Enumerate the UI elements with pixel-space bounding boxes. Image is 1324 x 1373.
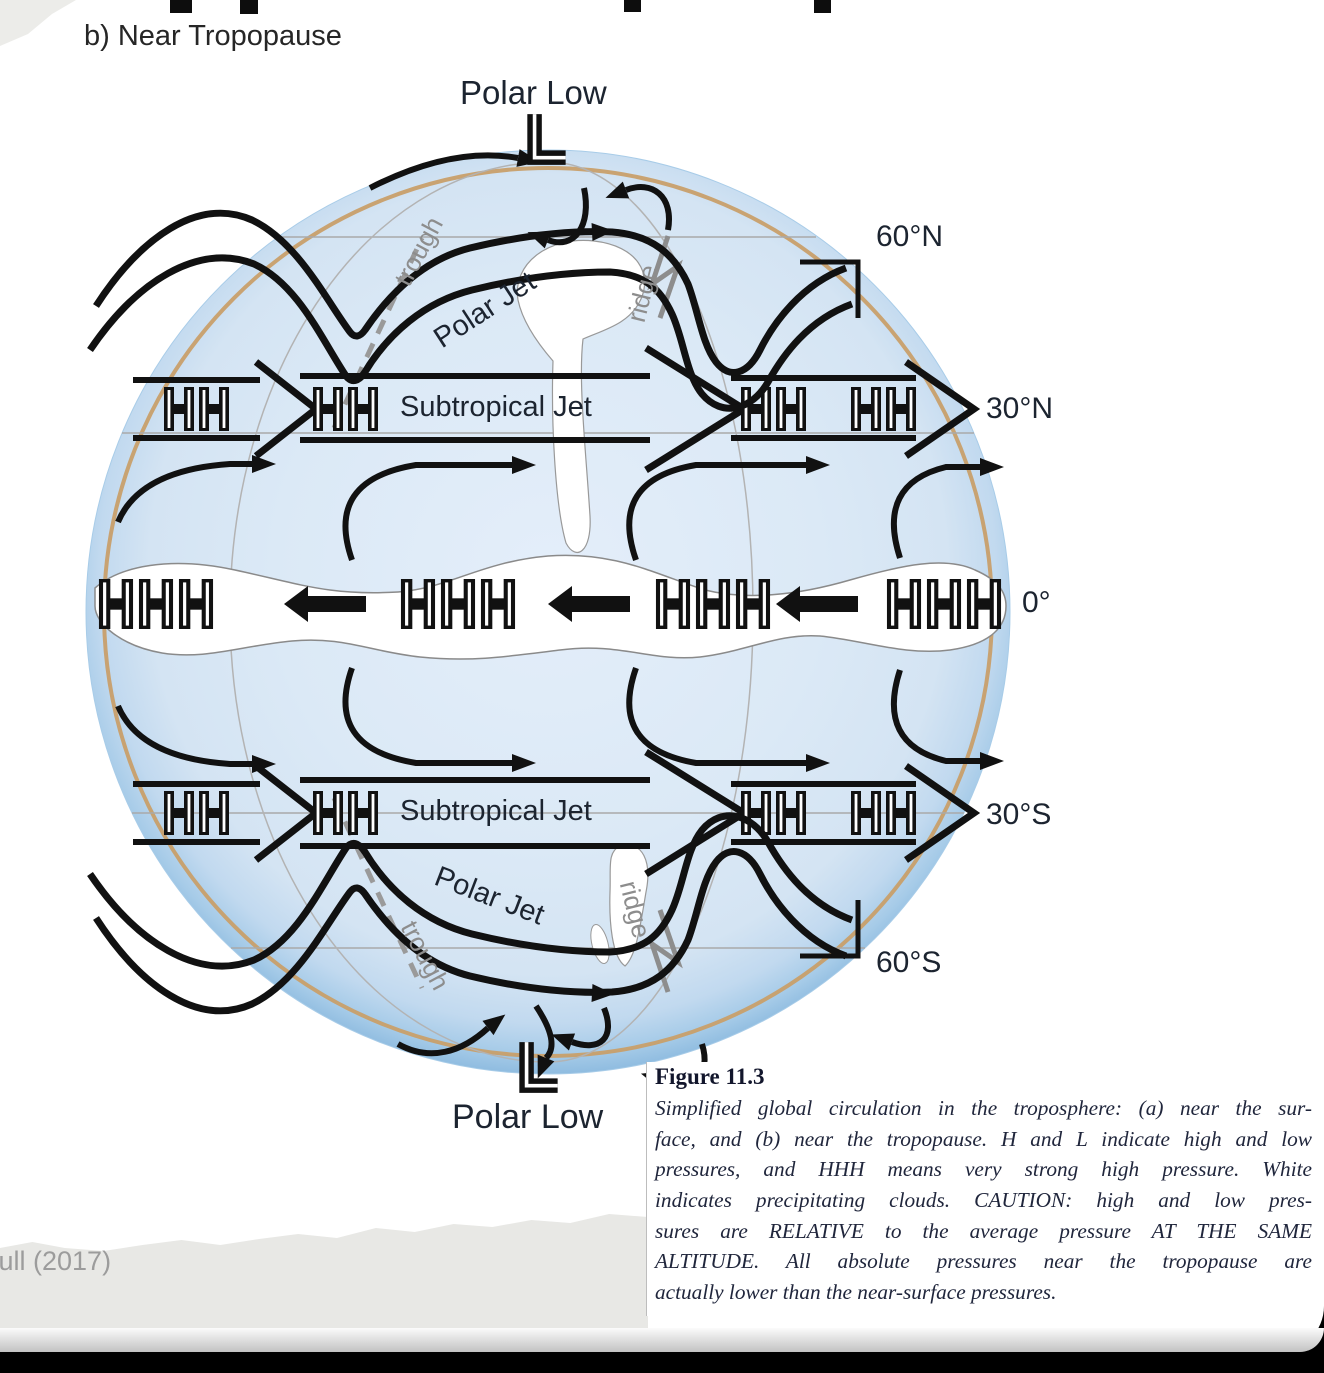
figure-caption: Figure 11.3 Simplified global circulatio… (646, 1062, 1314, 1316)
cropped-text-fragment (240, 0, 258, 14)
caption-line: actually lower than the near-surface pre… (655, 1279, 1057, 1304)
polar-low-label-north: Polar Low (460, 74, 607, 111)
caption-line: indicates precipitating clouds. CAUTION:… (655, 1187, 1312, 1212)
latitude-label-60s: 60°S (876, 946, 942, 979)
cropped-text-fragment (624, 0, 641, 12)
latitude-label-equator: 0° (1022, 586, 1051, 619)
polar-arrows-north (368, 152, 672, 246)
page-bottom-edge (0, 1328, 1324, 1352)
cropped-text-fragment (170, 0, 192, 13)
equatorial-cloud-band (94, 554, 1007, 660)
latitude-label-60n: 60°N (876, 220, 944, 253)
subtropical-jet-band-north (133, 345, 981, 473)
latitude-label-30s: 30°S (986, 798, 1052, 831)
polar-jet-stream-north (87, 209, 854, 412)
subtropical-jet-label-south: Subtropical Jet (400, 795, 592, 827)
source-credit: tull (2017) (0, 1246, 112, 1276)
figure-caption-title: Figure 11.3 (655, 1064, 765, 1089)
caption-line: Simplified global circulation in the tro… (655, 1096, 1312, 1120)
subtropical-jet-band-south (133, 749, 981, 877)
jet-arrowhead-north (591, 223, 614, 241)
latitude-corner-brackets (800, 259, 861, 959)
cropped-text-fragment (814, 0, 831, 13)
caption-line: ALTITUDE. All absolute pressures near th… (655, 1249, 1312, 1274)
hadley-cell-arrows-north (115, 461, 980, 561)
caption-line: pressures, and HHH means very strong hig… (655, 1157, 1312, 1182)
section-title: b) Near Tropopause (84, 20, 342, 52)
hadley-arrowheads-north (252, 455, 1004, 476)
jet-arrowhead-south (591, 984, 614, 1002)
polar-jet-stream-south (87, 812, 854, 1015)
hadley-cell-arrows-south (115, 667, 980, 767)
ridge-zigzag-marks (647, 235, 683, 993)
caption-line: sures are RELATIVE to the average pressu… (655, 1218, 1312, 1243)
subtropical-jet-label-north: Subtropical Jet (400, 391, 592, 423)
polar-low-label-south: Polar Low (452, 1098, 604, 1136)
caption-line: face, and (b) near the tropopause. H and… (655, 1126, 1312, 1151)
easterly-flow-arrows (284, 586, 858, 622)
latitude-label-30n: 30°N (986, 392, 1054, 425)
low-pressure-symbol-north (535, 114, 566, 157)
figure-caption-body: Simplified global circulation in the tro… (655, 1093, 1312, 1308)
